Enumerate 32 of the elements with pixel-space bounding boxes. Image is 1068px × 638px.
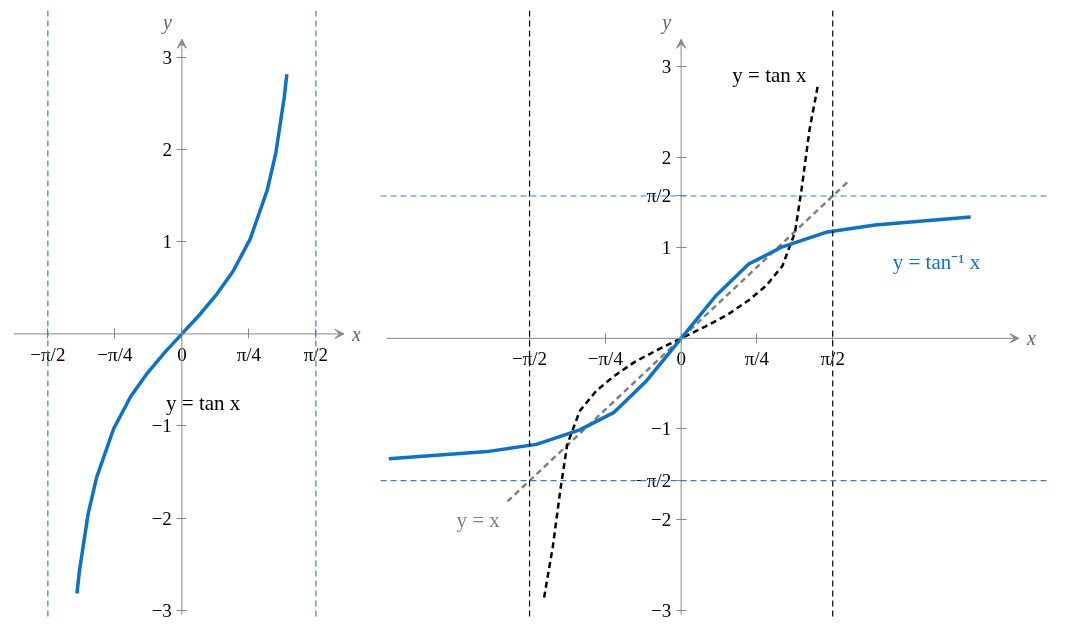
x-tick-label: −π/4: [97, 343, 133, 365]
y-tick-label: −1: [151, 415, 172, 437]
series-label: y = tan x: [732, 62, 808, 87]
y-tick-label: −3: [650, 599, 672, 621]
y-tick-label: π/2: [646, 185, 672, 207]
x-tick-label: π/2: [820, 348, 845, 370]
y-axis-title: y: [161, 11, 173, 35]
x-axis-title: x: [350, 322, 361, 345]
x-tick-label: 0: [676, 348, 686, 370]
x-tick-label: −π/2: [30, 343, 66, 365]
x-tick-label: −π/4: [587, 348, 624, 370]
x-axis-title: x: [1025, 327, 1036, 350]
y-tick-label: 1: [162, 231, 172, 253]
series-label: y = tan⁻¹ x: [892, 250, 981, 275]
y-tick-label: −1: [650, 418, 672, 440]
series-label: y = tan x: [166, 390, 241, 415]
y-tick-label: −2: [151, 507, 172, 529]
line-series: [75, 72, 289, 596]
y-tick-label: 3: [162, 47, 172, 69]
x-tick-label: π/4: [236, 343, 262, 365]
y-tick-label: 2: [162, 139, 172, 161]
x-tick-label: π/2: [303, 343, 329, 365]
x-tick-label: π/4: [744, 348, 770, 370]
y-tick-label: −3: [151, 599, 172, 621]
y-axis-title: y: [660, 11, 672, 35]
x-tick-label: 0: [177, 343, 187, 365]
y-tick-label: 2: [661, 146, 672, 168]
y-tick-label: 1: [661, 237, 672, 259]
series-label: y = x: [456, 507, 501, 532]
y-tick-label: 3: [661, 55, 672, 77]
x-tick-label: −π/2: [512, 348, 548, 370]
y-tick-label: −2: [650, 509, 672, 531]
